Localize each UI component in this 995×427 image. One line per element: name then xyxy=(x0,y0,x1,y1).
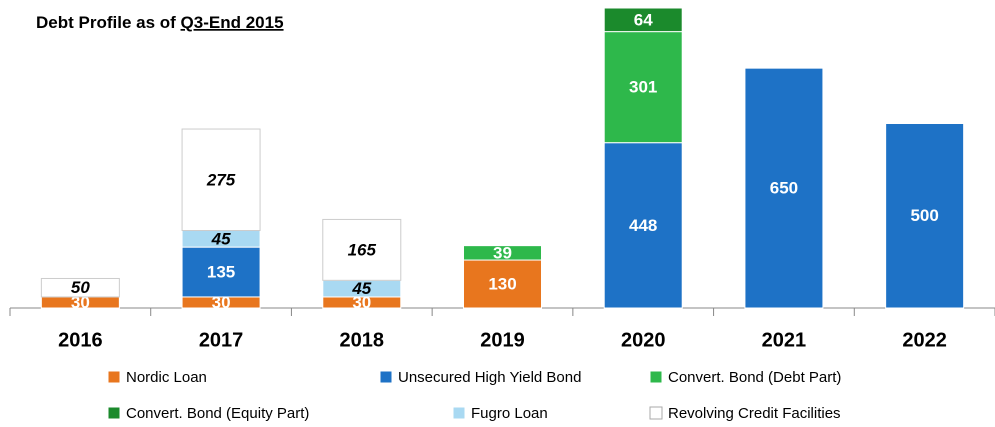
data-label: 45 xyxy=(351,279,371,298)
bar-segment xyxy=(463,245,542,261)
bar-segment xyxy=(603,31,683,144)
data-label: 50 xyxy=(71,278,90,297)
data-label: 39 xyxy=(493,243,512,262)
x-tick-label: 2021 xyxy=(762,329,807,351)
data-label: 30 xyxy=(212,293,231,312)
legend-swatch xyxy=(107,406,121,420)
title-underlined: Q3-End 2015 xyxy=(181,13,284,32)
legend-swatch xyxy=(649,370,663,384)
x-tick-label: 2017 xyxy=(199,329,244,351)
data-label: 64 xyxy=(634,10,653,29)
legend-label: Fugro Loan xyxy=(471,405,548,422)
data-label: 500 xyxy=(910,206,938,225)
bar-segment xyxy=(603,7,683,33)
bar-segment xyxy=(603,142,683,309)
legend-label: Nordic Loan xyxy=(126,369,207,386)
bar-segment xyxy=(463,259,542,309)
bar-segment xyxy=(744,67,824,309)
x-tick-label: 2019 xyxy=(480,329,525,351)
legend-label: Revolving Credit Facilities xyxy=(668,405,841,422)
data-label: 135 xyxy=(207,263,235,282)
bar-segment xyxy=(181,128,261,232)
bar-segment xyxy=(885,122,965,309)
data-label: 45 xyxy=(211,229,231,248)
chart-title: Debt Profile as of Q3-End 2015 xyxy=(36,13,284,32)
data-label: 301 xyxy=(629,78,657,97)
x-tick-label: 2020 xyxy=(621,329,666,351)
data-label: 448 xyxy=(629,216,657,235)
legend-swatch xyxy=(452,406,466,420)
legend-label: Convert. Bond (Debt Part) xyxy=(668,369,841,386)
data-label: 275 xyxy=(206,170,236,189)
data-label: 30 xyxy=(71,293,90,312)
title-text: Debt Profile as of xyxy=(36,13,176,32)
data-label: 650 xyxy=(770,179,798,198)
data-label: 165 xyxy=(348,240,377,259)
bar-segment xyxy=(40,277,120,298)
x-tick-label: 2016 xyxy=(58,329,103,351)
data-label: 30 xyxy=(352,293,371,312)
legend-swatch xyxy=(379,370,393,384)
legend-label: Convert. Bond (Equity Part) xyxy=(126,405,309,422)
x-tick-label: 2018 xyxy=(340,329,385,351)
legend-label: Unsecured High Yield Bond xyxy=(398,369,581,386)
bar-segment xyxy=(181,246,261,298)
x-tick-label: 2022 xyxy=(902,329,947,351)
bar-segment xyxy=(322,218,402,281)
data-label: 130 xyxy=(488,274,516,293)
legend-swatch xyxy=(107,370,121,384)
legend-swatch xyxy=(649,406,663,420)
